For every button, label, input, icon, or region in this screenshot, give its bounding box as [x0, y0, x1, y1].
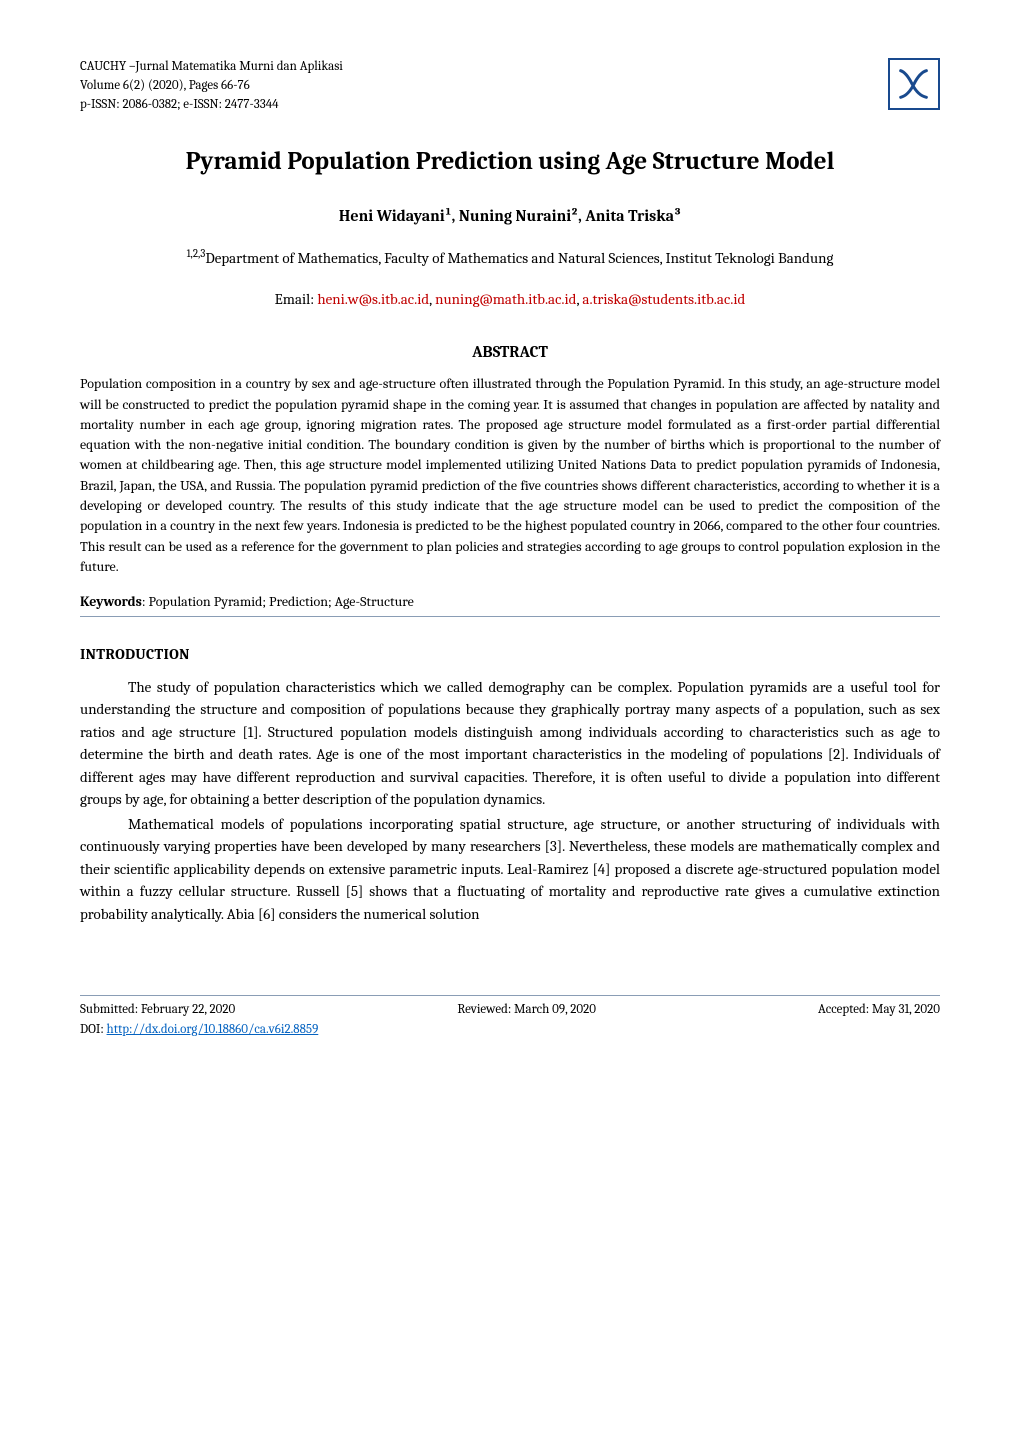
journal-issn: p-ISSN: 2086-0382; e-ISSN: 2477-3344: [80, 96, 343, 115]
doi-line: DOI: http://dx.doi.org/10.18860/ca.v6i2.…: [80, 1020, 940, 1040]
affiliation: 1,2,3Department of Mathematics, Faculty …: [140, 246, 880, 270]
submitted-date: Submitted: February 22, 2020: [80, 1000, 235, 1020]
intro-paragraph-1: The study of population characteristics …: [80, 676, 940, 811]
journal-name: CAUCHY –Jurnal Matematika Murni dan Apli…: [80, 58, 343, 77]
email-prefix: Email:: [275, 290, 318, 308]
emails-line: Email: heni.w@s.itb.ac.id, nuning@math.i…: [80, 288, 940, 311]
footer-dates-row: Submitted: February 22, 2020 Reviewed: M…: [80, 1000, 940, 1020]
divider: [80, 616, 940, 617]
email-link-3[interactable]: a.triska@students.itb.ac.id: [582, 290, 745, 308]
footer-divider: [80, 995, 940, 996]
chi-icon: [895, 65, 933, 103]
keywords-text: : Population Pyramid; Prediction; Age-St…: [142, 593, 414, 610]
email-link-1[interactable]: heni.w@s.itb.ac.id: [317, 290, 429, 308]
journal-info: CAUCHY –Jurnal Matematika Murni dan Apli…: [80, 58, 343, 115]
reviewed-date: Reviewed: March 09, 2020: [457, 1000, 596, 1020]
authors-line: Heni Widayani¹, Nuning Nuraini², Anita T…: [80, 204, 940, 228]
doi-label: DOI:: [80, 1022, 107, 1037]
abstract-body: Population composition in a country by s…: [80, 374, 940, 577]
keywords-label: Keywords: [80, 593, 142, 610]
accepted-date: Accepted: May 31, 2020: [818, 1000, 940, 1020]
doi-link[interactable]: http://dx.doi.org/10.18860/ca.v6i2.8859: [107, 1022, 319, 1037]
abstract-heading: ABSTRACT: [80, 340, 940, 364]
affiliation-sup: 1,2,3: [187, 247, 206, 260]
journal-volume: Volume 6(2) (2020), Pages 66-76: [80, 77, 343, 96]
keywords-line: Keywords: Population Pyramid; Prediction…: [80, 591, 940, 612]
header-row: CAUCHY –Jurnal Matematika Murni dan Apli…: [80, 58, 940, 115]
email-link-2[interactable]: nuning@math.itb.ac.id: [435, 290, 576, 308]
affiliation-text: Department of Mathematics, Faculty of Ma…: [205, 249, 833, 267]
journal-logo: [888, 58, 940, 110]
paper-title: Pyramid Population Prediction using Age …: [80, 143, 940, 181]
intro-paragraph-2: Mathematical models of populations incor…: [80, 813, 940, 926]
section-heading-introduction: INTRODUCTION: [80, 643, 940, 666]
